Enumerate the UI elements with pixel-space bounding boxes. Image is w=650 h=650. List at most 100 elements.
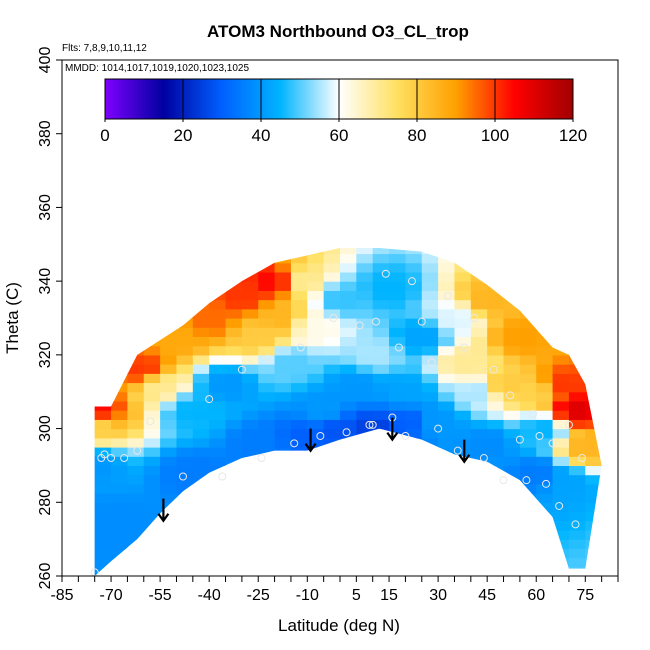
field-cell bbox=[421, 318, 439, 328]
field-cell bbox=[62, 244, 79, 254]
field-cell bbox=[290, 336, 308, 347]
field-cell bbox=[323, 400, 341, 411]
field-cell bbox=[258, 271, 276, 282]
field-cell bbox=[503, 308, 521, 319]
field-cell bbox=[225, 529, 243, 540]
field-cell bbox=[127, 345, 145, 356]
field-cell bbox=[192, 557, 210, 568]
x-tick-label: -55 bbox=[149, 587, 172, 604]
field-cell bbox=[94, 557, 112, 568]
field-cell bbox=[552, 290, 570, 301]
field-cell bbox=[438, 456, 456, 467]
field-cell bbox=[127, 271, 145, 282]
x-axis: -85 -70 -55 -40 -25 -10 5 15 30 45 60 75 bbox=[50, 576, 619, 604]
field-cell bbox=[372, 447, 390, 457]
field-cell bbox=[536, 511, 554, 522]
field-cell bbox=[323, 511, 341, 522]
field-cell bbox=[585, 391, 602, 402]
field-cell bbox=[389, 373, 407, 384]
field-cell bbox=[127, 447, 145, 457]
field-cell bbox=[62, 410, 79, 420]
down-arrow bbox=[386, 417, 399, 442]
field-cell bbox=[602, 512, 619, 522]
field-cell bbox=[602, 254, 619, 264]
field-cell bbox=[94, 281, 96, 291]
field-cell bbox=[389, 557, 407, 568]
field-cell bbox=[405, 391, 423, 402]
field-cell bbox=[421, 483, 439, 494]
field-cell bbox=[585, 262, 602, 273]
field-cell bbox=[438, 465, 456, 476]
field-cell bbox=[225, 502, 243, 513]
field-cell bbox=[519, 511, 537, 522]
y-axis-label: Theta (C) bbox=[3, 282, 22, 354]
field-cell bbox=[438, 511, 456, 522]
field-cell bbox=[258, 336, 276, 347]
field-cell bbox=[519, 382, 537, 393]
field-cell bbox=[519, 308, 537, 319]
field-cell bbox=[602, 346, 619, 356]
field-cell bbox=[438, 400, 456, 411]
field-cell bbox=[225, 566, 243, 576]
field-cell bbox=[62, 475, 79, 485]
field-cell bbox=[127, 548, 145, 559]
field-cell bbox=[192, 327, 210, 338]
field-cell bbox=[372, 318, 390, 328]
field-cell bbox=[143, 456, 161, 467]
field-cell bbox=[536, 410, 554, 420]
field-cell bbox=[160, 345, 178, 356]
field-cell bbox=[552, 318, 570, 328]
x-tick-label: -70 bbox=[99, 587, 122, 604]
field-cell bbox=[111, 465, 129, 476]
field-cell bbox=[454, 566, 472, 576]
field-cell bbox=[470, 557, 488, 568]
field-cell bbox=[258, 354, 276, 365]
field-cell bbox=[94, 290, 96, 301]
field-cell bbox=[356, 410, 374, 420]
field-cell bbox=[421, 419, 439, 430]
field-cell bbox=[176, 373, 194, 384]
field-cell bbox=[62, 456, 79, 466]
field-cell bbox=[258, 290, 276, 301]
field-cell bbox=[192, 483, 210, 494]
field-cell bbox=[454, 511, 472, 522]
field-cell bbox=[258, 345, 276, 356]
field-cell bbox=[241, 253, 259, 264]
field-cell bbox=[536, 247, 554, 255]
field-cell bbox=[487, 253, 505, 264]
field-cell bbox=[470, 529, 488, 540]
field-cell bbox=[192, 511, 210, 522]
field-cell bbox=[340, 539, 357, 549]
field-cell bbox=[536, 391, 554, 402]
field-cell bbox=[176, 253, 194, 264]
field-cell bbox=[94, 548, 96, 559]
field-cell bbox=[552, 327, 570, 338]
field-cell bbox=[143, 566, 161, 576]
field-cell bbox=[356, 566, 374, 576]
field-cell bbox=[487, 281, 505, 291]
field-cell bbox=[62, 401, 79, 411]
field-cell bbox=[470, 345, 488, 356]
field-cell bbox=[454, 235, 471, 245]
field-cell bbox=[356, 345, 374, 356]
field-cell bbox=[307, 235, 324, 245]
field-cell bbox=[470, 400, 488, 411]
field-cell bbox=[602, 300, 619, 310]
field-cell bbox=[62, 484, 79, 494]
field-cell bbox=[323, 483, 341, 494]
field-cell bbox=[372, 336, 390, 347]
field-cell bbox=[585, 299, 602, 310]
field-cell bbox=[111, 502, 129, 513]
field-cell bbox=[421, 354, 439, 365]
field-cell bbox=[552, 410, 570, 420]
field-cell bbox=[438, 299, 456, 310]
field-cell bbox=[225, 327, 243, 338]
field-cell bbox=[94, 520, 112, 531]
field-cell bbox=[552, 539, 570, 549]
sample-point bbox=[355, 321, 364, 330]
field-cell bbox=[421, 271, 439, 282]
field-cell bbox=[438, 557, 456, 568]
field-cell bbox=[241, 566, 259, 576]
field-cell bbox=[585, 410, 602, 420]
field-cell bbox=[519, 400, 537, 411]
